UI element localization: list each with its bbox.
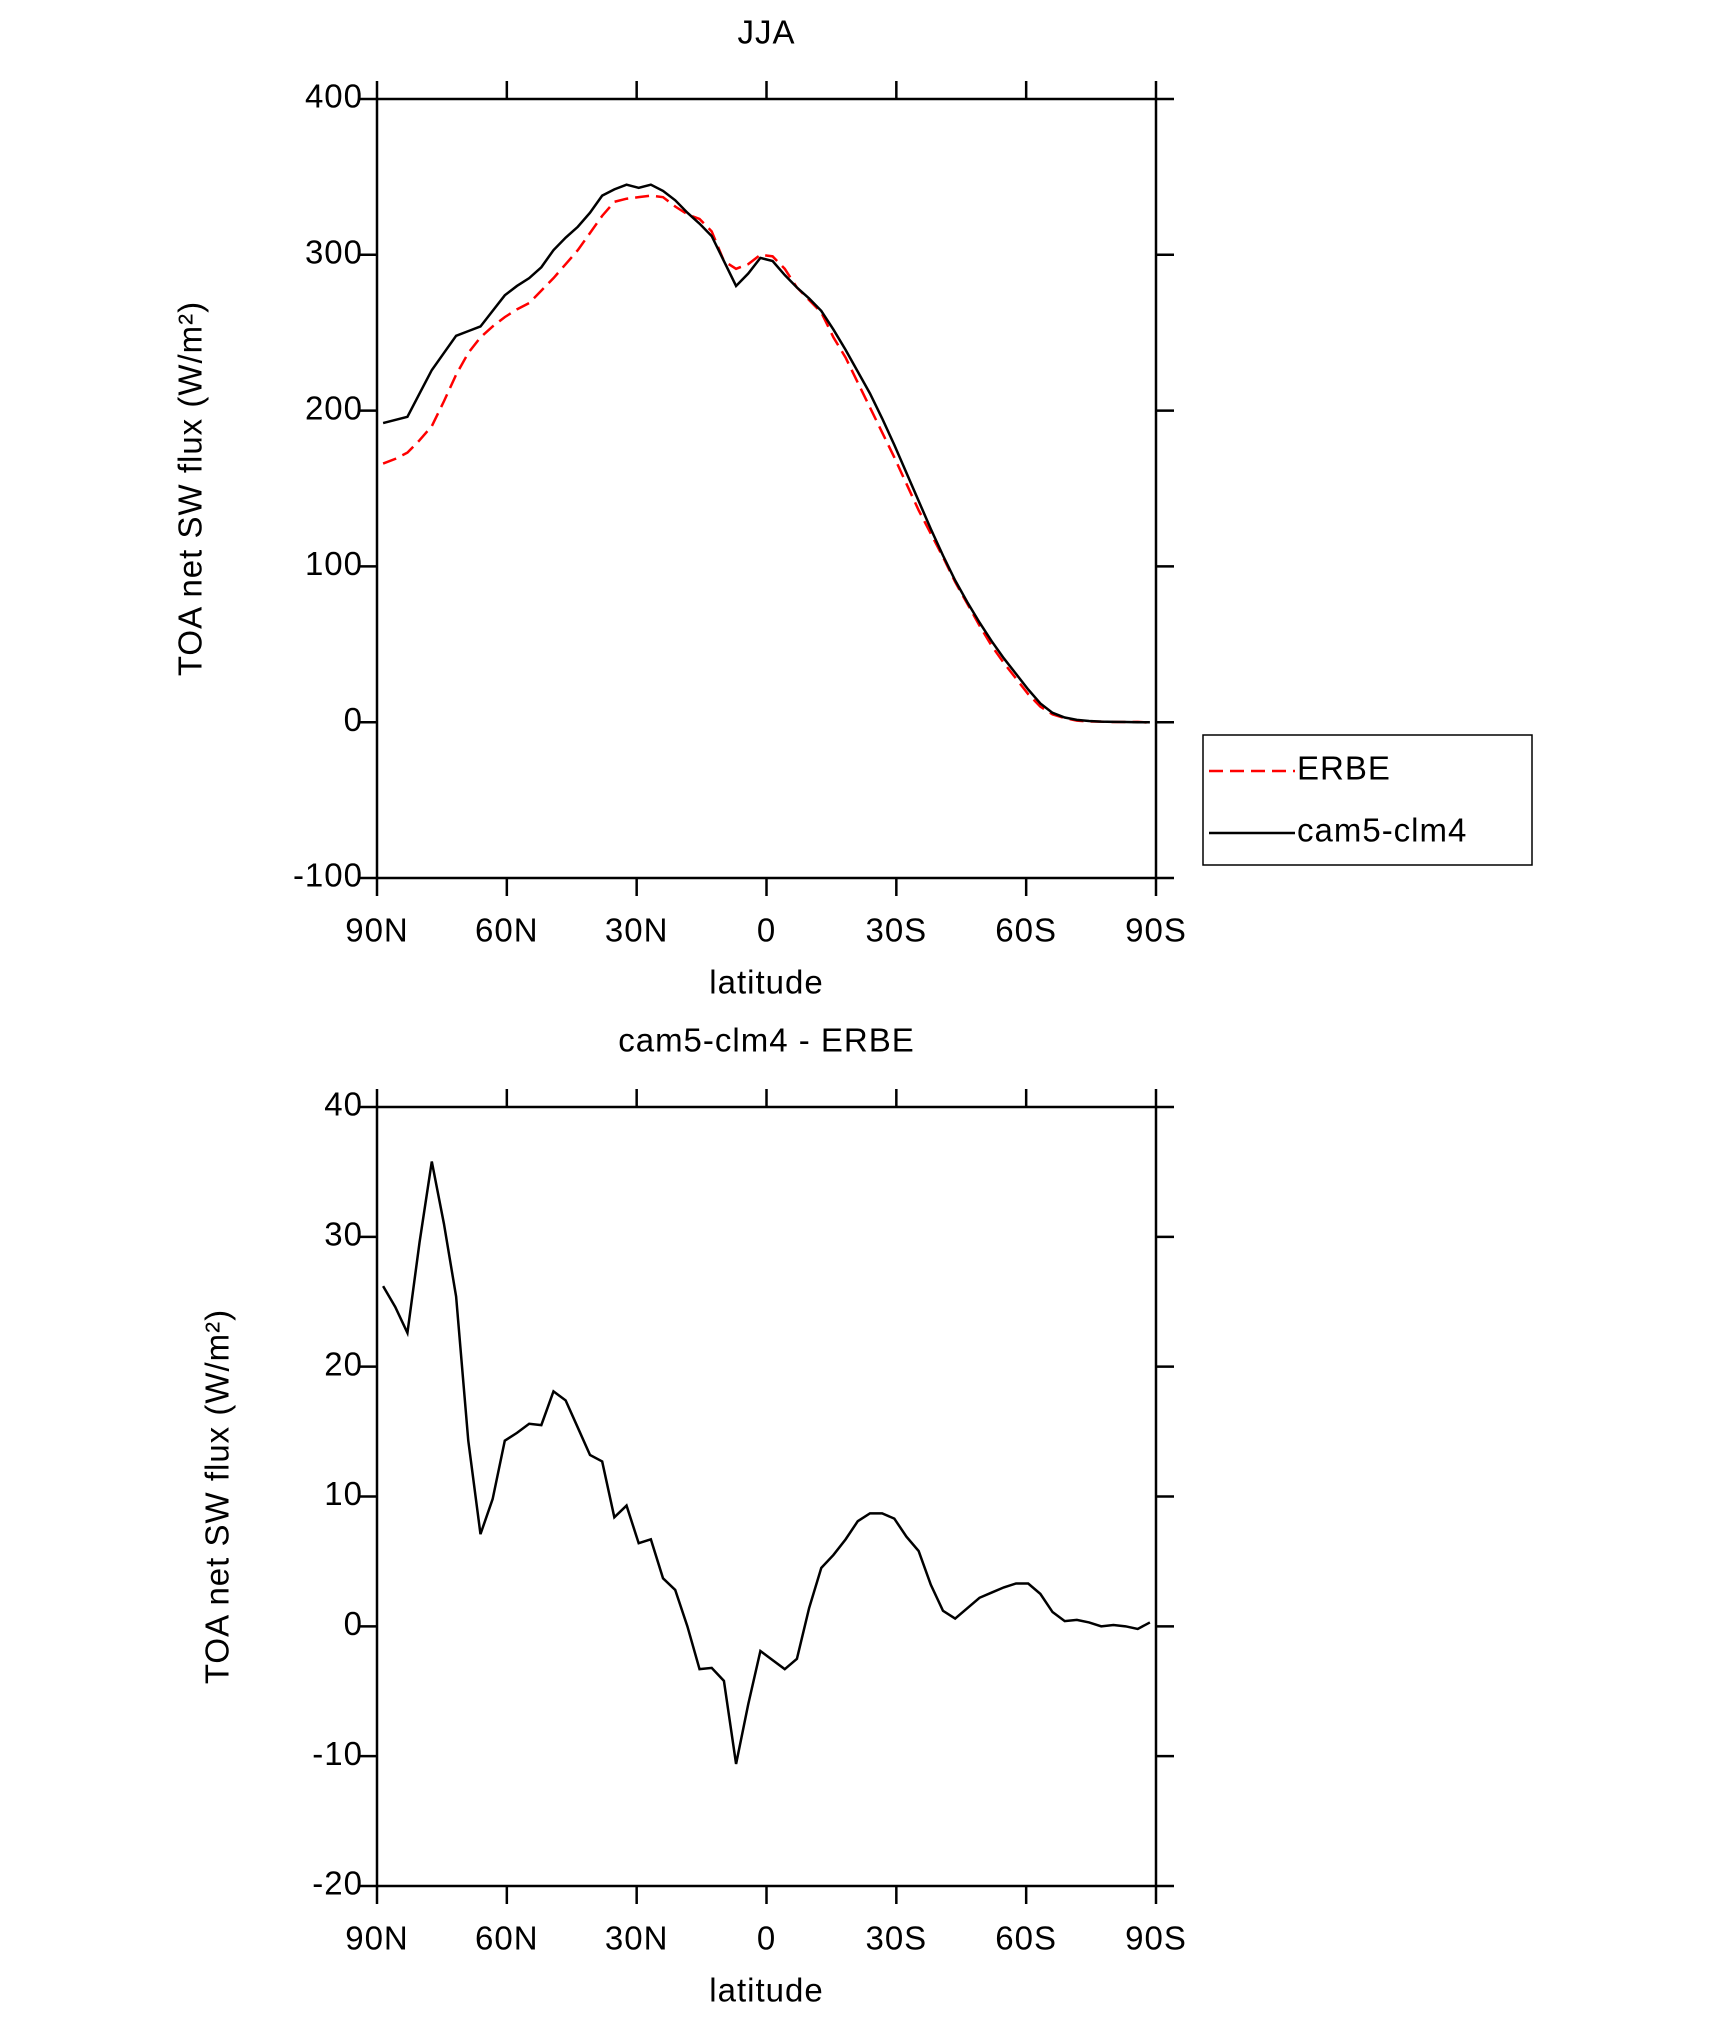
y-tick-label: 200 [305,389,363,426]
x-tick-label: 30N [605,912,669,949]
x-tick-label: 90N [345,1920,409,1957]
x-tick-label: 60N [475,912,539,949]
x-tick-label: 90S [1125,1920,1187,1957]
plot-frame [375,97,1158,880]
y-axis-label: TOA net SW flux (W/m²) [172,301,209,676]
legend-label: ERBE [1297,750,1391,787]
y-tick-label: -20 [312,1865,363,1902]
chart-title: cam5-clm4 - ERBE [618,1022,915,1059]
series-line [382,183,1150,724]
y-tick-label: 40 [324,1086,363,1123]
data-line [382,1161,1151,1765]
y-tick-label: 20 [324,1345,363,1382]
y-tick-label: -100 [293,857,363,894]
y-tick-label: 400 [305,78,363,115]
y-tick-label: 100 [305,545,363,582]
chart-title: JJA [737,14,795,51]
legend-label: cam5-clm4 [1297,812,1467,849]
y-tick-label: 10 [324,1475,363,1512]
legend-box [1202,734,1533,866]
y-tick-label: 30 [324,1216,363,1253]
y-axis-label: TOA net SW flux (W/m²) [199,1309,236,1684]
x-tick-label: 60S [995,912,1057,949]
x-tick-label: 30S [865,912,927,949]
y-tick-label: 0 [344,1605,363,1642]
x-tick-label: 30S [865,1920,927,1957]
x-tick-label: 30N [605,1920,669,1957]
x-tick-label: 60S [995,1920,1057,1957]
x-tick-label: 90N [345,912,409,949]
x-axis-label: latitude [709,1972,823,2009]
plot-frame [375,1105,1158,1888]
y-tick-label: 0 [344,701,363,738]
x-tick-label: 0 [757,912,776,949]
y-tick-label: -10 [312,1735,363,1772]
x-tick-label: 60N [475,1920,539,1957]
x-axis-label: latitude [709,964,823,1001]
series-line [382,194,1150,724]
x-tick-label: 90S [1125,912,1187,949]
x-tick-label: 0 [757,1920,776,1957]
y-tick-label: 300 [305,234,363,271]
